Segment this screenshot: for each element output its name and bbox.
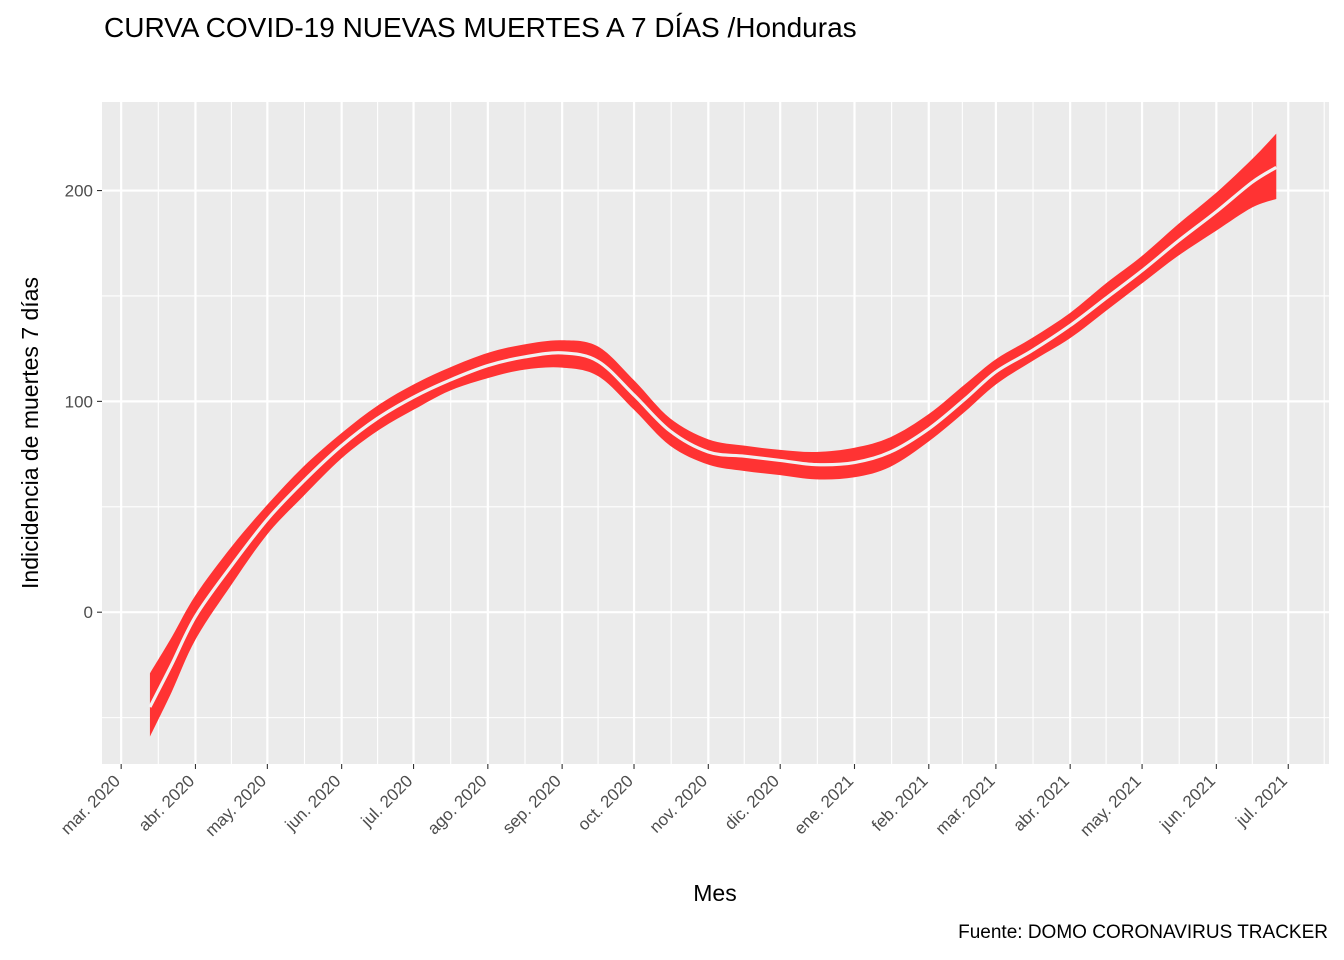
x-tick-label: jun. 2021 <box>1156 771 1220 835</box>
x-tick-label: ene. 2021 <box>790 771 857 838</box>
x-tick-label: jul. 2020 <box>357 771 417 831</box>
x-tick-label: dic. 2020 <box>721 771 783 833</box>
trend-line <box>148 165 1278 708</box>
chart-title: CURVA COVID-19 NUEVAS MUERTES A 7 DÍAS /… <box>104 12 857 43</box>
x-tick-label: abr. 2020 <box>135 771 199 835</box>
x-tick-label: jun. 2020 <box>281 771 345 835</box>
x-axis: mar. 2020 abr. 2020 may. 2020 jun. 2020 jul.… <box>57 764 1291 840</box>
y-tick-label: 100 <box>65 392 93 411</box>
x-tick-label: sep. 2020 <box>499 771 565 837</box>
x-axis-title: Mes <box>693 880 736 906</box>
plot-panel <box>102 102 1329 764</box>
y-tick-label: 200 <box>65 182 93 201</box>
grid-major <box>102 102 1329 764</box>
x-tick-label: abr. 2021 <box>1009 771 1073 835</box>
y-tick-label: 0 <box>84 603 93 622</box>
x-tick-label: oct. 2020 <box>574 771 637 834</box>
x-tick-label: may. 2020 <box>202 771 271 840</box>
x-tick-label: mar. 2020 <box>57 771 124 838</box>
x-tick-label: ago. 2020 <box>424 771 491 838</box>
x-tick-label: jul. 2021 <box>1231 771 1291 831</box>
x-tick-label: may. 2021 <box>1076 771 1145 840</box>
y-axis: 0 100 200 <box>65 182 102 622</box>
x-tick-label: mar. 2021 <box>932 771 999 838</box>
x-tick-label: feb. 2021 <box>868 771 932 835</box>
chart-caption: Fuente: DOMO CORONAVIRUS TRACKER <box>958 922 1328 943</box>
y-axis-title: Indicidencia de muertes 7 días <box>17 277 43 589</box>
x-tick-label: nov. 2020 <box>646 771 711 836</box>
series-layer <box>148 133 1278 737</box>
